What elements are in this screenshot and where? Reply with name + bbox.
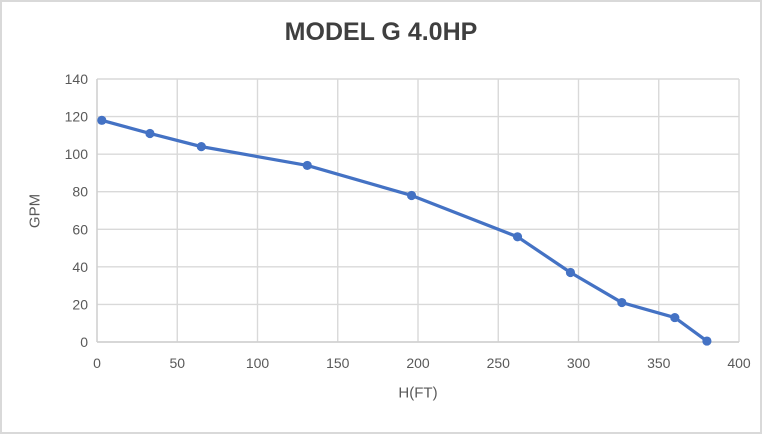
data-point-marker (670, 312, 680, 323)
data-point-marker (512, 232, 523, 242)
x-tick-label: 150 (326, 355, 350, 371)
x-tick-label: 100 (246, 355, 270, 371)
data-point-marker (145, 128, 155, 139)
y-tick-label: 120 (65, 109, 89, 125)
chart-title: MODEL G 4.0HP (284, 18, 478, 46)
x-tick-label: 400 (727, 355, 751, 371)
x-tick-label: 200 (406, 355, 430, 371)
data-point-marker (565, 267, 576, 278)
x-tick-label: 50 (169, 355, 185, 371)
x-tick-label: 0 (93, 355, 101, 371)
data-point-marker (97, 115, 107, 125)
y-tick-label: 60 (72, 221, 88, 237)
y-tick-label: 100 (65, 146, 89, 162)
series-line (100, 118, 709, 343)
y-tick-label: 140 (65, 71, 89, 87)
data-point-marker (302, 160, 312, 171)
y-tick-label: 40 (72, 259, 88, 275)
data-point-marker (406, 190, 417, 201)
y-tick-label: 80 (72, 184, 88, 200)
data-point-marker (702, 336, 712, 346)
x-tick-label: 350 (647, 355, 671, 371)
x-tick-label: 250 (487, 355, 511, 371)
data-point-marker (617, 297, 627, 308)
data-point-marker (196, 142, 206, 152)
y-tick-label: 20 (72, 296, 88, 312)
y-tick-label: 0 (80, 334, 88, 350)
x-axis-title: H(FT) (398, 384, 438, 402)
x-tick-label: 300 (567, 355, 591, 371)
